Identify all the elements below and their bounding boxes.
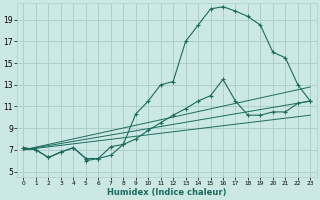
X-axis label: Humidex (Indice chaleur): Humidex (Indice chaleur) bbox=[107, 188, 227, 197]
